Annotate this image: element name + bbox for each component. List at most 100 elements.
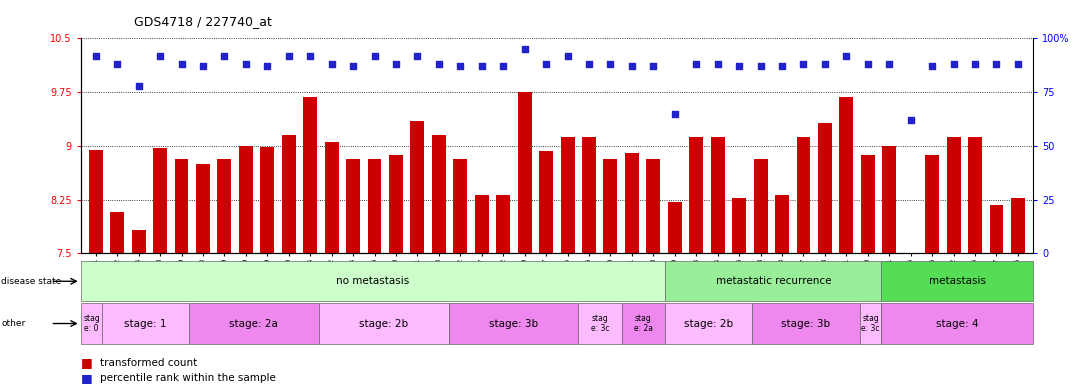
Text: transformed count: transformed count (100, 358, 197, 368)
Bar (604, 159, 618, 384)
Bar (174, 159, 188, 384)
Bar (518, 92, 532, 384)
Bar (860, 303, 881, 344)
Bar (711, 137, 724, 384)
Bar (582, 137, 596, 384)
Point (301, 53, 318, 59)
Point (752, 63, 769, 70)
Bar (861, 154, 875, 384)
Point (688, 61, 705, 67)
Point (623, 63, 640, 70)
Point (838, 53, 855, 59)
Point (152, 53, 169, 59)
Bar (81, 261, 665, 301)
Bar (475, 195, 489, 384)
Text: stag
e: 3c: stag e: 3c (862, 314, 880, 333)
Point (473, 63, 491, 70)
Bar (579, 303, 622, 344)
Text: stage: 2a: stage: 2a (229, 318, 279, 329)
Point (902, 117, 919, 123)
Point (923, 63, 940, 70)
Point (795, 61, 812, 67)
Bar (368, 159, 382, 384)
Bar (925, 154, 939, 384)
Bar (318, 303, 449, 344)
Text: metastatic recurrence: metastatic recurrence (716, 276, 831, 286)
Point (173, 61, 190, 67)
Text: percentile rank within the sample: percentile rank within the sample (100, 373, 275, 383)
Bar (110, 212, 124, 384)
Point (966, 61, 983, 67)
Bar (882, 146, 896, 384)
Bar (196, 164, 210, 384)
Text: stage: 3b: stage: 3b (489, 318, 538, 329)
Bar (796, 137, 810, 384)
Point (280, 53, 297, 59)
Bar (665, 261, 881, 301)
Bar (81, 303, 102, 344)
Bar (839, 97, 853, 384)
Point (666, 111, 683, 117)
Text: metastasis: metastasis (929, 276, 986, 286)
Bar (410, 121, 424, 384)
Text: stage: 3b: stage: 3b (781, 318, 831, 329)
Text: stag
e: 2a: stag e: 2a (634, 314, 653, 333)
Point (109, 61, 126, 67)
Text: other: other (1, 319, 26, 328)
Text: ■: ■ (81, 356, 93, 369)
Bar (625, 153, 639, 384)
Text: stage: 4: stage: 4 (936, 318, 978, 329)
Bar (282, 135, 296, 384)
Bar (325, 142, 339, 384)
Bar (665, 303, 752, 344)
Point (731, 63, 748, 70)
Bar (131, 230, 145, 384)
Bar (260, 147, 274, 384)
Text: ■: ■ (81, 372, 93, 384)
Point (516, 46, 534, 52)
Bar (239, 146, 253, 384)
Bar (990, 205, 1004, 384)
Point (580, 61, 597, 67)
Bar (904, 284, 918, 384)
Bar (496, 195, 510, 384)
Text: stage: 2b: stage: 2b (683, 318, 733, 329)
Bar (881, 303, 1033, 344)
Point (709, 61, 726, 67)
Text: stage: 2b: stage: 2b (359, 318, 408, 329)
Text: stag
e: 0: stag e: 0 (83, 314, 100, 333)
Bar (647, 159, 661, 384)
Point (558, 53, 576, 59)
Bar (390, 154, 402, 384)
Point (495, 63, 512, 70)
Point (409, 53, 426, 59)
Point (130, 83, 147, 89)
Point (452, 63, 469, 70)
Bar (539, 151, 553, 384)
Point (258, 63, 275, 70)
Point (323, 61, 340, 67)
Bar (88, 149, 102, 384)
Bar (668, 202, 682, 384)
Point (216, 53, 233, 59)
Bar (189, 303, 318, 344)
Bar (775, 195, 789, 384)
Bar (453, 159, 467, 384)
Point (860, 61, 877, 67)
Point (344, 63, 362, 70)
Bar (818, 123, 832, 384)
Bar (1011, 197, 1025, 384)
Bar (732, 197, 746, 384)
Bar (346, 159, 360, 384)
Point (601, 61, 619, 67)
Point (645, 63, 662, 70)
Bar (968, 137, 982, 384)
Text: GDS4718 / 227740_at: GDS4718 / 227740_at (134, 15, 272, 28)
Bar (753, 159, 767, 384)
Text: disease state: disease state (1, 277, 61, 286)
Bar (752, 303, 860, 344)
Point (430, 61, 448, 67)
Text: no metastasis: no metastasis (336, 276, 410, 286)
Bar (881, 261, 1033, 301)
Point (366, 53, 383, 59)
